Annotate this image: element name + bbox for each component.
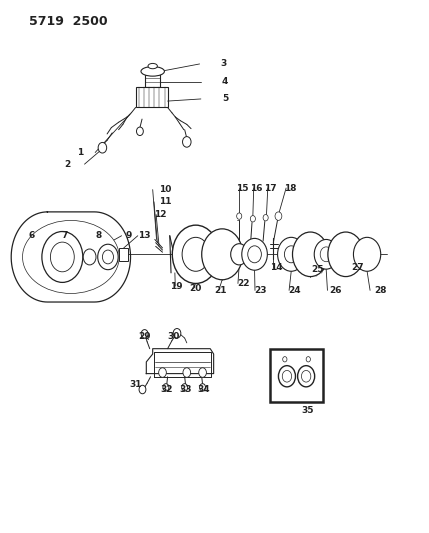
Text: 29: 29 bbox=[138, 332, 151, 341]
Bar bbox=[136, 87, 168, 108]
Text: 5: 5 bbox=[222, 94, 228, 103]
Circle shape bbox=[231, 244, 248, 265]
Text: 34: 34 bbox=[197, 385, 210, 394]
Circle shape bbox=[202, 229, 243, 280]
Text: 11: 11 bbox=[159, 197, 172, 206]
Ellipse shape bbox=[141, 67, 164, 76]
Text: 31: 31 bbox=[130, 379, 142, 389]
Circle shape bbox=[237, 213, 242, 219]
Circle shape bbox=[283, 357, 287, 362]
Circle shape bbox=[306, 357, 311, 362]
Circle shape bbox=[199, 368, 206, 377]
Text: 19: 19 bbox=[170, 281, 182, 290]
Text: 28: 28 bbox=[375, 286, 387, 295]
Circle shape bbox=[181, 384, 187, 391]
Circle shape bbox=[139, 385, 146, 394]
Text: 16: 16 bbox=[250, 183, 263, 192]
Text: 20: 20 bbox=[189, 284, 202, 293]
Circle shape bbox=[293, 232, 328, 277]
Bar bbox=[145, 71, 160, 87]
Text: 18: 18 bbox=[284, 183, 296, 192]
Circle shape bbox=[98, 142, 107, 153]
Text: 30: 30 bbox=[168, 332, 180, 341]
Circle shape bbox=[278, 237, 305, 271]
Text: 9: 9 bbox=[125, 231, 132, 240]
Text: 7: 7 bbox=[61, 231, 68, 240]
Text: 5719  2500: 5719 2500 bbox=[29, 15, 108, 28]
Circle shape bbox=[353, 237, 381, 271]
Circle shape bbox=[282, 370, 292, 382]
Circle shape bbox=[278, 366, 296, 387]
Text: 13: 13 bbox=[138, 231, 151, 240]
Polygon shape bbox=[146, 349, 214, 374]
Text: 32: 32 bbox=[160, 385, 173, 394]
Circle shape bbox=[248, 246, 261, 263]
Circle shape bbox=[98, 244, 118, 270]
Text: 3: 3 bbox=[220, 60, 226, 68]
Text: 17: 17 bbox=[264, 183, 277, 192]
Text: 10: 10 bbox=[159, 185, 172, 194]
Ellipse shape bbox=[148, 63, 157, 69]
Circle shape bbox=[183, 368, 190, 377]
Circle shape bbox=[314, 239, 338, 269]
Circle shape bbox=[136, 127, 143, 135]
Text: 15: 15 bbox=[236, 183, 248, 192]
Text: 6: 6 bbox=[29, 231, 35, 240]
Text: 27: 27 bbox=[351, 263, 364, 272]
Text: 4: 4 bbox=[222, 77, 228, 86]
Text: 8: 8 bbox=[95, 231, 102, 240]
Circle shape bbox=[159, 368, 166, 377]
Bar bbox=[270, 349, 323, 402]
Circle shape bbox=[298, 366, 314, 387]
Circle shape bbox=[250, 216, 255, 222]
Circle shape bbox=[50, 242, 74, 272]
Circle shape bbox=[302, 370, 311, 382]
Text: 12: 12 bbox=[154, 210, 166, 219]
Text: 24: 24 bbox=[288, 286, 301, 295]
Circle shape bbox=[182, 136, 191, 147]
Ellipse shape bbox=[23, 221, 119, 294]
Circle shape bbox=[173, 328, 181, 338]
Circle shape bbox=[182, 237, 209, 271]
Circle shape bbox=[163, 384, 169, 391]
Circle shape bbox=[103, 250, 114, 264]
Text: 1: 1 bbox=[77, 148, 83, 157]
Text: 26: 26 bbox=[330, 286, 342, 295]
Circle shape bbox=[320, 247, 332, 262]
Circle shape bbox=[42, 231, 83, 282]
Text: 25: 25 bbox=[311, 265, 324, 273]
Circle shape bbox=[242, 238, 267, 270]
Circle shape bbox=[275, 212, 282, 220]
Circle shape bbox=[83, 249, 96, 265]
Text: 21: 21 bbox=[214, 286, 227, 295]
Text: 33: 33 bbox=[179, 385, 192, 394]
Circle shape bbox=[284, 246, 298, 263]
Text: 14: 14 bbox=[270, 263, 283, 272]
Circle shape bbox=[172, 225, 219, 284]
Circle shape bbox=[141, 329, 148, 338]
Circle shape bbox=[199, 384, 205, 391]
Text: 2: 2 bbox=[64, 160, 71, 168]
Circle shape bbox=[263, 215, 268, 221]
Circle shape bbox=[328, 232, 364, 277]
Text: 35: 35 bbox=[301, 406, 314, 415]
Polygon shape bbox=[154, 352, 211, 377]
Text: 22: 22 bbox=[237, 279, 250, 288]
Bar bbox=[118, 248, 128, 261]
Text: 23: 23 bbox=[254, 286, 267, 295]
